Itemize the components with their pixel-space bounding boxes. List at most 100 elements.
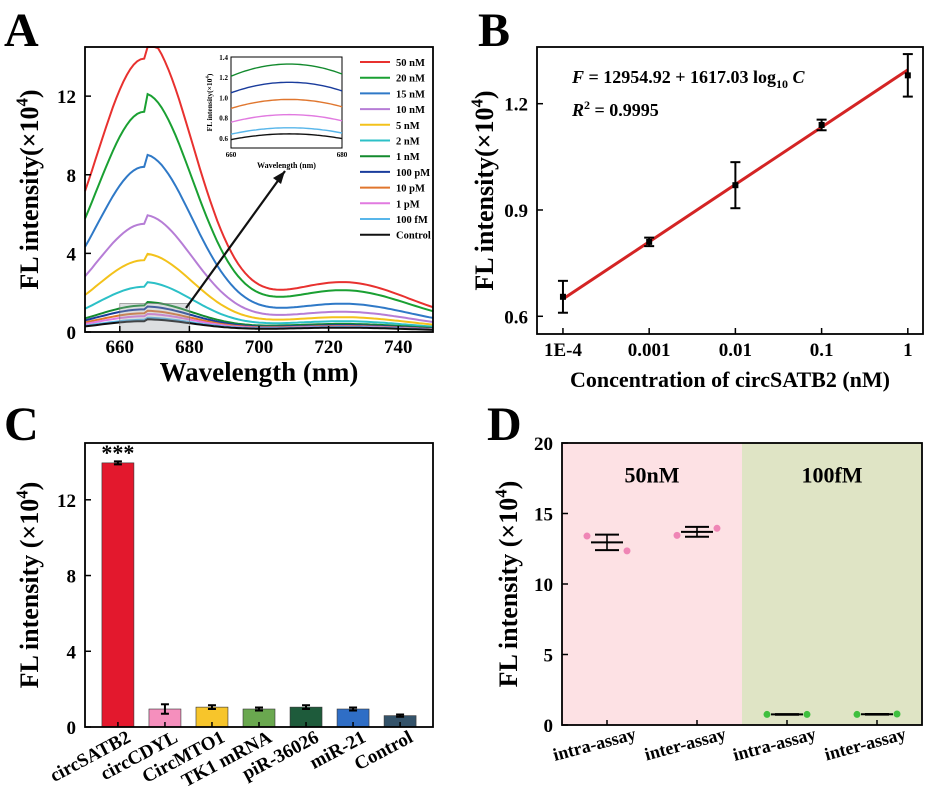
region-background-0 <box>562 443 742 725</box>
group-2-point-1 <box>803 710 811 718</box>
group-2-point-0 <box>763 710 771 718</box>
region-label-0: 50nM <box>625 462 680 487</box>
inset-line-2 <box>230 98 343 110</box>
x-tick-label-1: 0.001 <box>628 340 671 361</box>
legend-label-10: 100 fM <box>396 215 428 226</box>
y-tick-label-4: 20 <box>534 434 553 455</box>
inset-y-tick-label-4: 1.4 <box>219 54 228 62</box>
y-axis-title: FL intensity (×104) <box>492 481 523 688</box>
inset-line-5 <box>230 133 343 141</box>
x-tick-label-3: 720 <box>314 337 343 358</box>
legend-label-11: Control <box>396 231 431 242</box>
axis-frame <box>536 46 924 335</box>
inset-y-axis-title: FL intensity(×104) <box>205 73 214 131</box>
y-tick-label-0: 0.6 <box>504 307 528 328</box>
group-1-point-1 <box>713 524 721 532</box>
y-tick-label-3: 15 <box>534 505 553 526</box>
x-tick-label-0: 1E-4 <box>544 340 583 361</box>
legend-label-9: 1 pM <box>396 199 420 210</box>
x-tick-label-4: 1 <box>903 340 913 361</box>
legend-label-1: 20 nM <box>396 74 425 85</box>
y-tick-label-3: 12 <box>57 87 76 108</box>
axis-frame <box>84 442 434 728</box>
data-point-3 <box>818 121 825 128</box>
panel-label-a: A <box>4 4 39 57</box>
data-point-4 <box>904 72 911 79</box>
y-tick-label-2: 8 <box>67 567 77 588</box>
panel-label-b: B <box>478 4 510 57</box>
spectrum-line-3 <box>84 214 434 323</box>
spectrum-line-2 <box>84 153 434 319</box>
spectrum-line-6 <box>84 300 434 329</box>
region-background-1 <box>742 443 922 725</box>
y-tick-label-1: 0.9 <box>504 201 528 222</box>
group-3-point-1 <box>893 710 901 718</box>
x-tick-label-2: 0.01 <box>719 340 752 361</box>
x-tick-label-2: intra-assay <box>731 724 818 765</box>
inset-y-tick-label-0: 0.6 <box>219 135 228 143</box>
group-1-point-0 <box>673 531 681 539</box>
legend-label-6: 1 nM <box>396 152 420 163</box>
inset-x-axis-title: Wavelength (nm) <box>257 161 316 170</box>
y-tick-label-0: 0 <box>67 718 77 739</box>
legend-label-5: 2 nM <box>396 137 420 148</box>
x-tick-label-0: 660 <box>106 337 135 358</box>
data-point-1 <box>646 238 653 245</box>
region-label-1: 100fM <box>801 462 862 487</box>
y-axis-title: FL intensity (×104) <box>13 482 44 689</box>
x-tick-label-1: 680 <box>175 337 204 358</box>
inset-line-1 <box>230 81 343 94</box>
panel-label-d: D <box>487 398 522 451</box>
panel-label-c: C <box>4 398 39 451</box>
y-axis-title: FL intensity(×104) <box>13 89 44 289</box>
y-tick-label-1: 5 <box>544 646 554 667</box>
y-tick-label-3: 12 <box>57 491 76 512</box>
inset-x-tick-label-1: 680 <box>337 151 348 159</box>
x-axis-title: Wavelength (nm) <box>160 357 359 387</box>
zoom-region-box <box>119 303 190 333</box>
y-tick-label-0: 0 <box>67 323 77 344</box>
legend-label-3: 10 nM <box>396 105 425 116</box>
data-point-2 <box>732 182 739 189</box>
significance-annotation: *** <box>101 440 134 465</box>
y-tick-label-2: 1.2 <box>504 95 528 116</box>
y-axis-title: FL intensity(×104) <box>468 90 499 290</box>
inset-y-tick-label-2: 1.0 <box>219 94 228 102</box>
y-tick-label-1: 4 <box>67 244 77 265</box>
legend-label-2: 15 nM <box>396 89 425 100</box>
inset-line-0 <box>230 63 343 77</box>
x-tick-label-4: 740 <box>384 337 413 358</box>
inset-line-4 <box>230 127 343 135</box>
group-3-point-0 <box>853 710 861 718</box>
legend-label-0: 50 nM <box>396 58 425 69</box>
spectrum-line-1 <box>84 92 434 313</box>
spectrum-line-4 <box>84 252 434 326</box>
legend-label-8: 10 pM <box>396 184 425 195</box>
inset-arrow-line <box>185 170 286 309</box>
x-tick-label-2: 700 <box>245 337 274 358</box>
inset-line-3 <box>230 113 343 123</box>
inset-arrow-head <box>273 171 285 184</box>
y-tick-label-1: 4 <box>67 642 77 663</box>
panel-a-spectra-chart: A 660 680 700 720 740 0 4 8 12 Wavelength (nm) FL i… <box>4 4 434 387</box>
x-axis-title: Concentration of circSATB2 (nM) <box>570 367 890 392</box>
group-0-point-1 <box>623 547 631 555</box>
legend-label-7: 100 pM <box>396 168 430 179</box>
x-tick-label-3: 0.1 <box>810 340 834 361</box>
group-0-point-0 <box>583 532 591 540</box>
inset-y-tick-label-3: 1.2 <box>219 74 228 82</box>
panel-b-calibration-chart: B 1E-4 0.001 0.01 0.1 1 0.6 0.9 1.2 Concentration… <box>468 4 924 392</box>
y-tick-label-0: 0 <box>544 716 554 737</box>
r-squared-label: R2 = 0.9995 <box>571 98 659 120</box>
x-tick-label-0: intra-assay <box>551 724 638 765</box>
data-point-0 <box>559 293 566 300</box>
inset-y-tick-label-1: 0.8 <box>219 115 228 123</box>
y-tick-label-2: 8 <box>67 166 77 187</box>
bar-0 <box>101 462 135 728</box>
spectrum-line-0 <box>84 46 434 309</box>
y-tick-label-2: 10 <box>534 575 553 596</box>
inset-x-tick-label-0: 660 <box>226 151 237 159</box>
